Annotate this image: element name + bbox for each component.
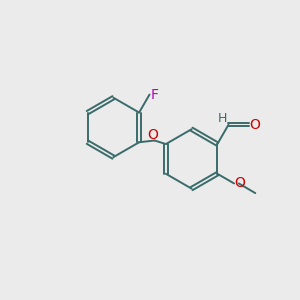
Text: O: O [148, 128, 158, 142]
Text: O: O [234, 176, 245, 190]
Text: H: H [217, 112, 226, 125]
Text: O: O [249, 118, 260, 132]
Text: F: F [151, 88, 159, 101]
